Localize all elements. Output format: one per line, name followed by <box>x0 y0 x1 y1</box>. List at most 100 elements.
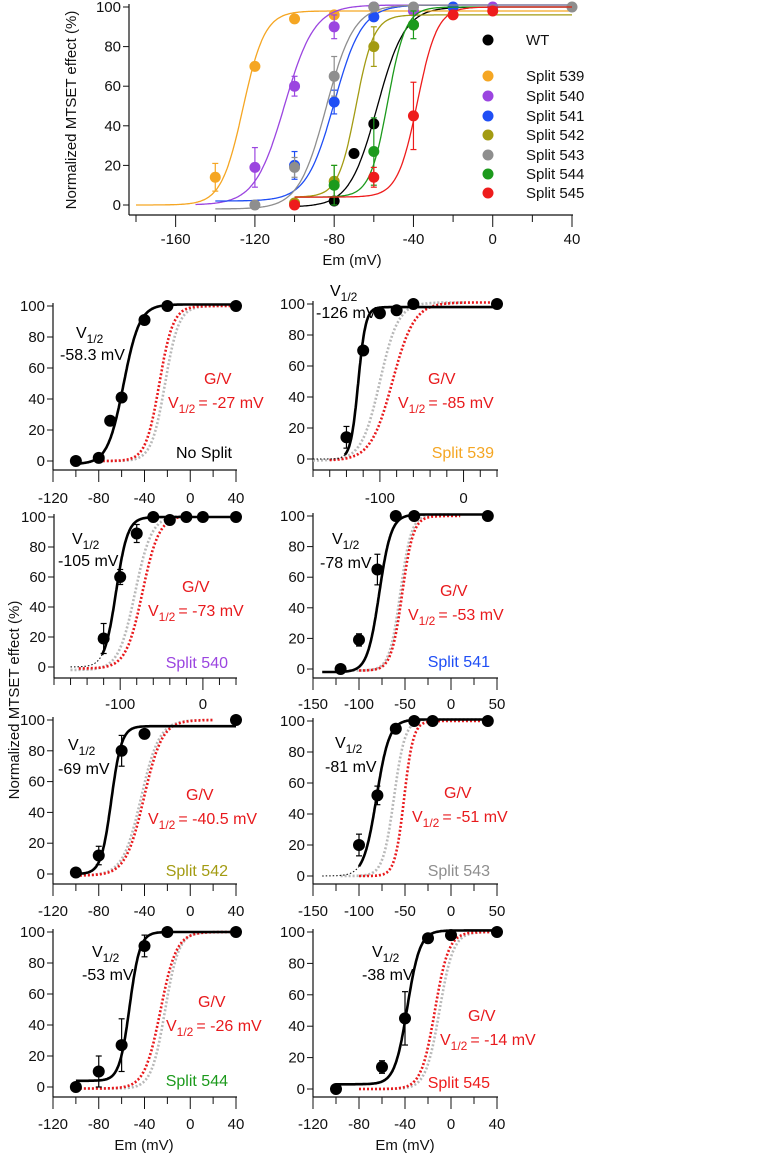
panels-y-axis-title: Normalized MTSET effect (%) <box>6 601 23 800</box>
data-point <box>230 714 242 726</box>
data-point <box>249 199 261 211</box>
fit-curve <box>294 6 572 198</box>
x-tick-label: -40 <box>134 903 156 920</box>
legend-label: WT <box>526 32 549 49</box>
x-tick-label: 0 <box>186 903 194 920</box>
x-tick-label: 0 <box>447 1116 455 1133</box>
y-tick-label: 20 <box>29 629 46 646</box>
data-point <box>491 926 503 938</box>
data-point <box>230 926 242 938</box>
vhalf-subscript: 1/2 <box>87 332 104 346</box>
data-point <box>138 313 151 326</box>
vhalf-symbol: V1/2 <box>92 944 120 965</box>
data-point <box>289 199 301 211</box>
gv-vhalf-value: = -53 mV <box>438 607 504 624</box>
y-tick-label: 80 <box>28 955 45 972</box>
gv-vhalf-value: = -40.5 mV <box>178 811 257 828</box>
vhalf-main: V <box>332 531 343 548</box>
data-point <box>445 929 457 942</box>
construct-label: Split 545 <box>428 1075 490 1092</box>
data-point <box>368 1 380 13</box>
data-point <box>196 511 209 523</box>
vhalf-symbol: V1/2 <box>68 737 96 758</box>
data-point <box>389 510 402 522</box>
data-point <box>376 1061 388 1074</box>
x-tick-label: -80 <box>88 903 110 920</box>
data-point <box>161 300 174 312</box>
y-tick-label: 100 <box>20 924 45 941</box>
gv-label: G/V <box>428 371 456 388</box>
x-tick-label: -80 <box>88 1116 110 1133</box>
gv-vhalf-subscript: 1/2 <box>419 614 436 628</box>
data-point <box>328 70 340 82</box>
y-tick-label: 40 <box>29 599 46 616</box>
series-split-539 <box>136 9 572 206</box>
y-tick-label: 20 <box>28 422 45 439</box>
data-point <box>92 1065 105 1078</box>
fit-curve <box>215 4 572 210</box>
data-point <box>69 455 82 467</box>
x-tick-label: 40 <box>489 1116 506 1133</box>
x-axis-title-left: Em (mV) <box>114 1137 173 1154</box>
data-point <box>289 13 301 25</box>
vhalf-symbol: V1/2 <box>330 283 358 304</box>
y-tick-label: 100 <box>20 712 45 729</box>
legend-item: Split 542 <box>482 127 584 144</box>
gv-curve <box>359 514 461 672</box>
gv-vhalf-value: = -51 mV <box>442 809 508 826</box>
data-point <box>180 511 193 523</box>
fit-curve <box>136 10 572 206</box>
vhalf-main: V <box>68 737 79 754</box>
gv-curve <box>359 719 488 878</box>
data-point <box>114 571 127 583</box>
data-point <box>491 298 503 310</box>
construct-label: Split 540 <box>166 655 228 672</box>
y-tick-label: 80 <box>104 39 121 56</box>
x-tick-label: 40 <box>228 1116 245 1133</box>
legend-marker <box>482 129 494 141</box>
y-tick-label: 80 <box>288 327 305 344</box>
data-point <box>92 451 105 464</box>
legend-item: Split 543 <box>482 147 584 164</box>
x-tick-label: 0 <box>186 1116 194 1133</box>
y-tick-label: 20 <box>28 1048 45 1065</box>
vhalf-subscript: 1/2 <box>341 290 358 304</box>
x-tick-label: -160 <box>161 231 191 248</box>
legend-marker <box>482 110 494 122</box>
series-split-543 <box>215 1 578 211</box>
y-axis-title: Normalized MTSET effect (%) <box>63 11 80 210</box>
y-tick-label: 20 <box>288 1050 305 1067</box>
y-tick-label: 0 <box>37 453 45 470</box>
data-point <box>447 9 459 21</box>
y-tick-label: 20 <box>104 157 121 174</box>
construct-label: Split 539 <box>432 445 494 462</box>
y-tick-label: 100 <box>96 0 121 16</box>
y-tick-label: 60 <box>288 569 305 586</box>
data-point <box>161 926 174 938</box>
y-tick-label: 40 <box>288 389 305 406</box>
x-tick-label: 40 <box>564 231 581 248</box>
data-point <box>230 511 242 523</box>
gv-vhalf-main: V <box>398 395 409 412</box>
data-point <box>69 1081 82 1093</box>
legend-marker <box>482 168 494 180</box>
fit-curve <box>322 513 488 674</box>
gv-vhalf-main: V <box>440 1032 451 1049</box>
x-tick-label: -50 <box>394 903 416 920</box>
gv-vhalf-value: = -14 mV <box>470 1032 536 1049</box>
y-tick-label: 100 <box>280 508 305 525</box>
fit-curve <box>357 718 488 868</box>
y-tick-label: 80 <box>29 539 46 556</box>
data-point <box>426 715 439 727</box>
gv-vhalf-subscript: 1/2 <box>159 610 176 624</box>
x-tick-label: -100 <box>365 490 395 507</box>
vhalf-main: V <box>372 944 383 961</box>
legend-item: Split 540 <box>482 88 584 105</box>
legend: WT Split 539 Split 540 Split 541 Split 542 Sp… <box>482 32 584 202</box>
vhalf-value: -81 mV <box>325 759 377 776</box>
vhalf-subscript: 1/2 <box>103 951 120 965</box>
y-tick-label: 100 <box>280 924 305 941</box>
fit-curve <box>195 4 572 206</box>
data-point <box>340 431 353 444</box>
